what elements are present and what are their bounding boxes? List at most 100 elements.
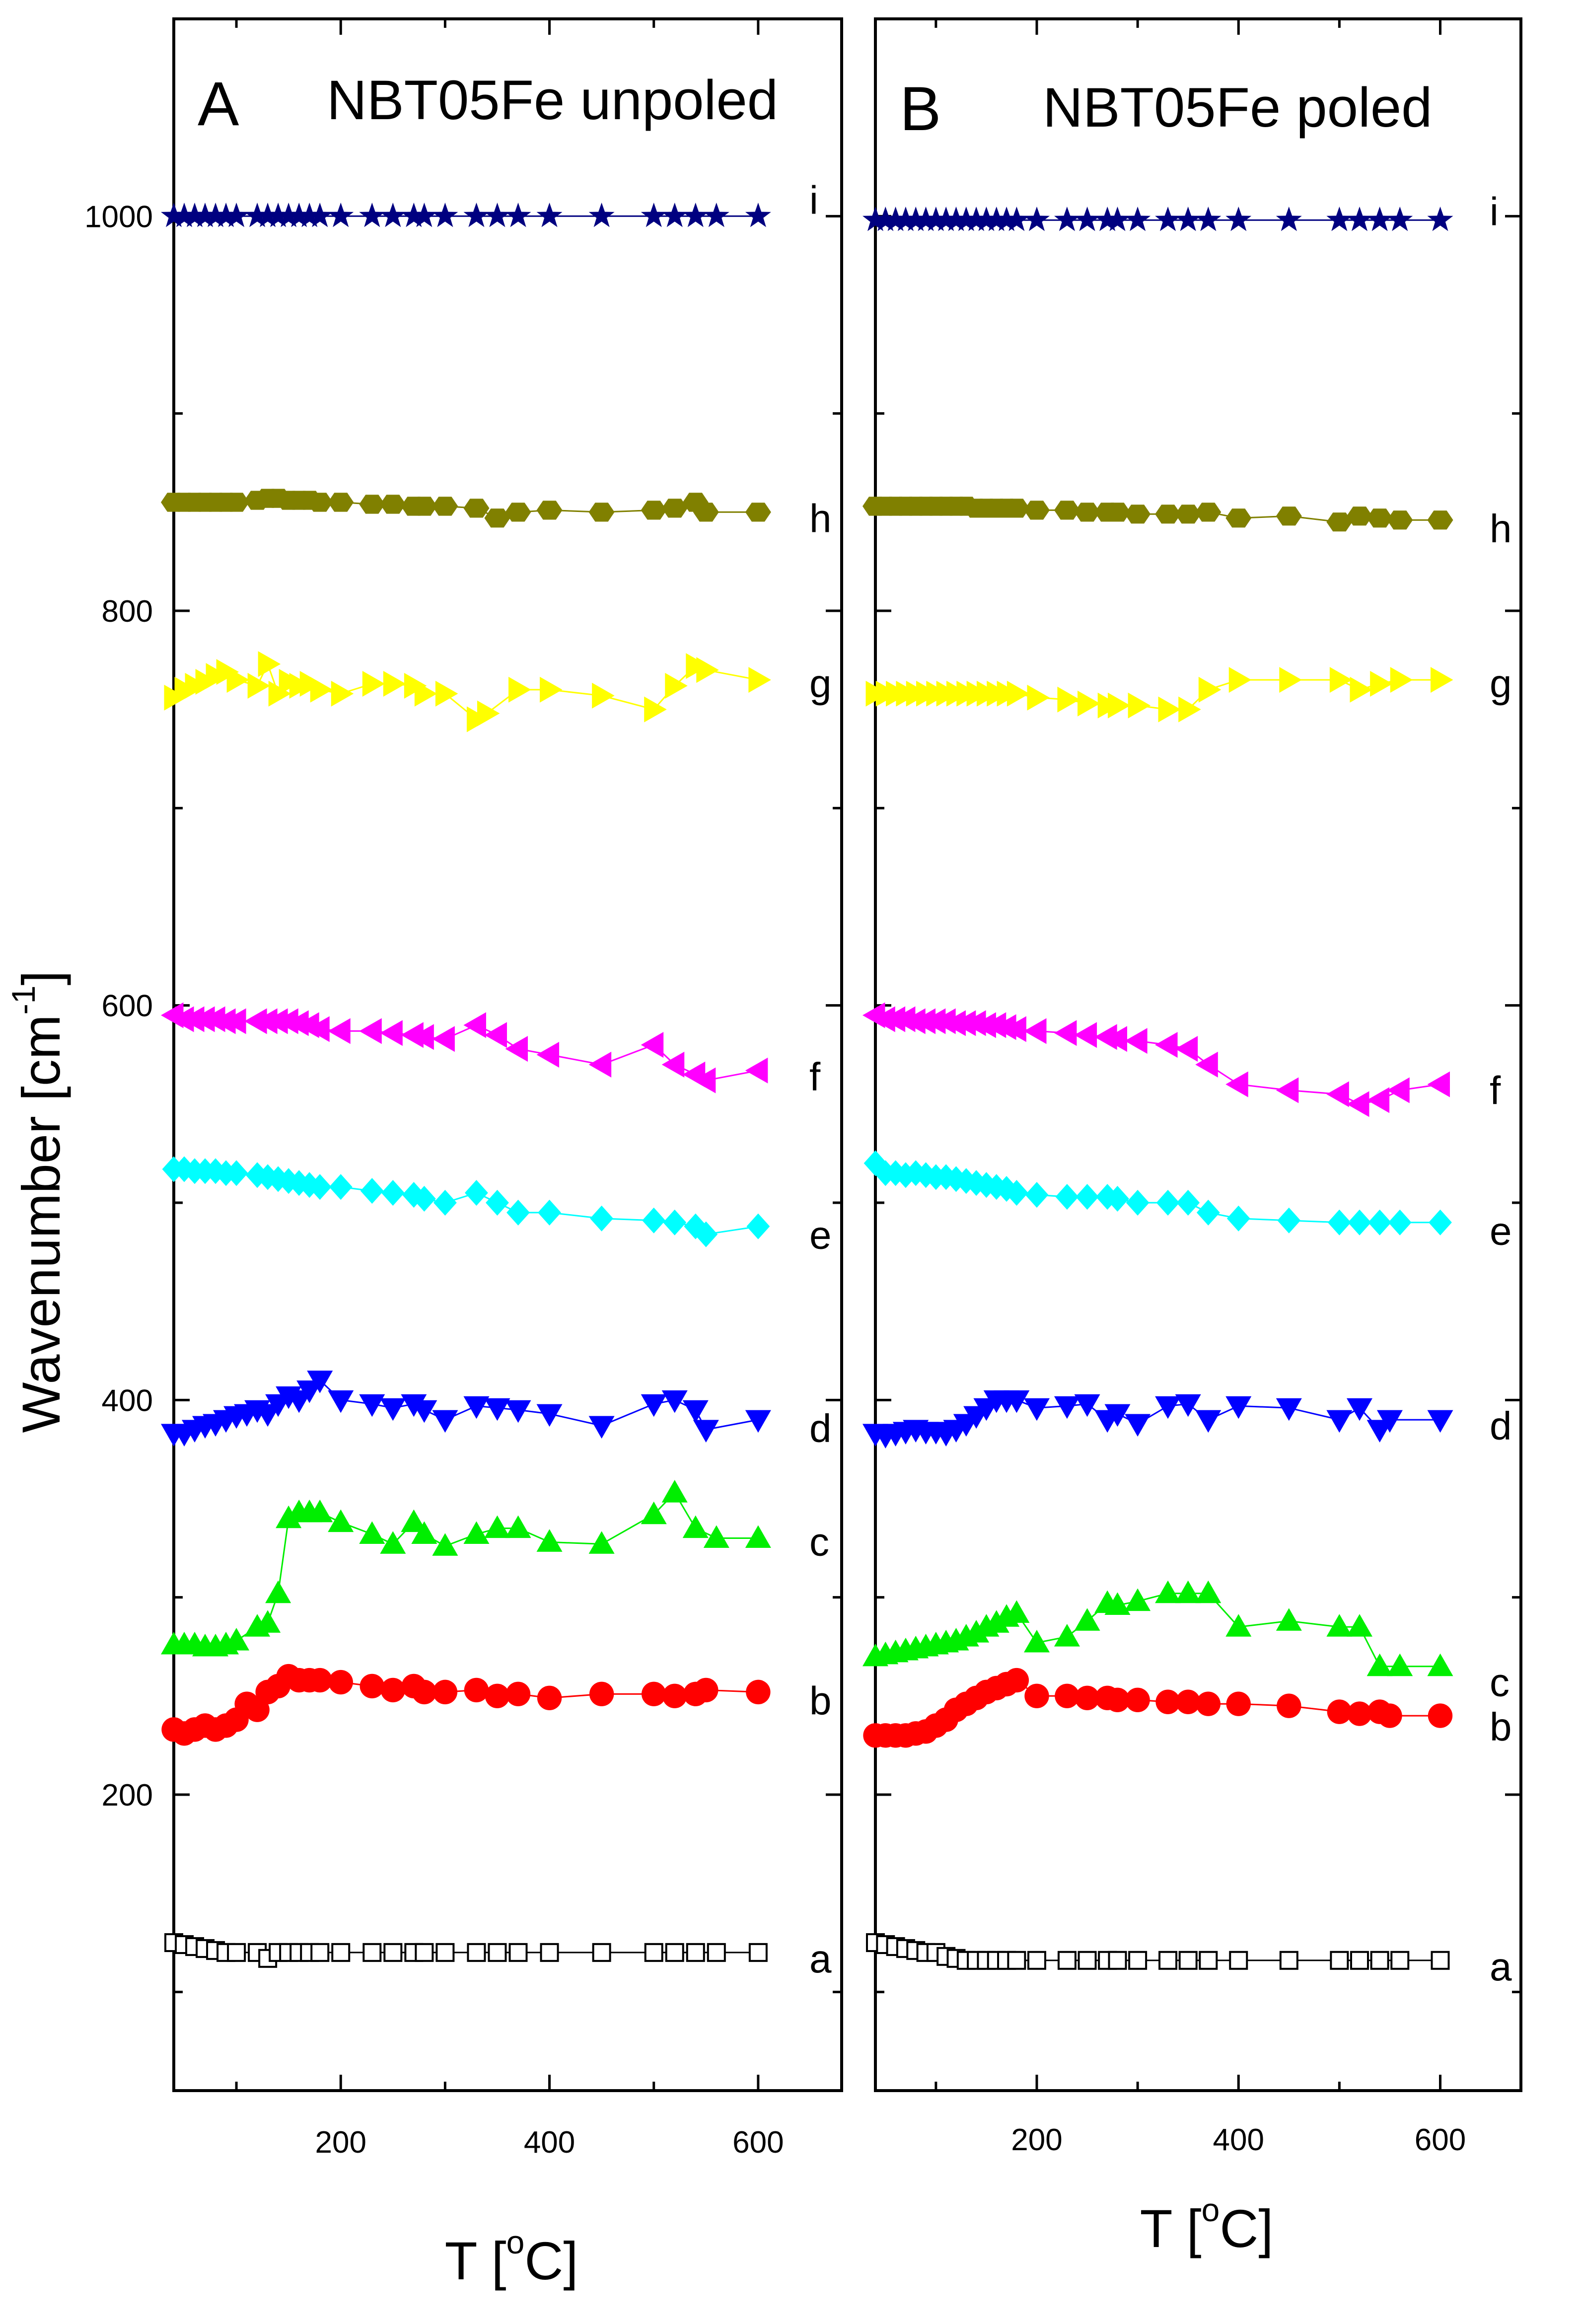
data-point-a [1390, 1951, 1410, 1970]
data-point-b [1327, 1699, 1352, 1724]
data-point-h [1347, 507, 1372, 526]
data-point-g [644, 696, 667, 723]
data-point-d [505, 1400, 531, 1423]
data-point-f [432, 1026, 455, 1052]
data-point-f [380, 1020, 403, 1046]
data-point-e [412, 1186, 436, 1212]
series-a: a [866, 1933, 1512, 1989]
data-point-g [414, 680, 437, 707]
data-point-c [1125, 1588, 1151, 1611]
data-point-i [1104, 207, 1131, 231]
data-point-c [1104, 1592, 1131, 1615]
series-label-g: g [1490, 661, 1512, 706]
data-point-a [1078, 1951, 1097, 1970]
data-point-i [682, 203, 709, 227]
series-f: f [161, 1002, 821, 1099]
data-point-i [913, 207, 939, 231]
data-point-i [661, 203, 688, 227]
data-point-b [1377, 1703, 1402, 1728]
data-point-h [411, 497, 437, 516]
series-g: g [164, 651, 832, 732]
data-point-i [1175, 207, 1201, 231]
data-point-f [307, 1016, 330, 1042]
data-point-f [1004, 1016, 1026, 1042]
data-point-e [538, 1199, 561, 1226]
data-point-a [362, 1943, 382, 1962]
data-point-i [893, 207, 919, 231]
data-point-i [1366, 207, 1393, 231]
data-point-h [359, 495, 385, 514]
data-point-f [1054, 1020, 1077, 1046]
data-point-b [1105, 1687, 1130, 1712]
data-point-g [1228, 667, 1252, 693]
data-point-d [1074, 1394, 1100, 1417]
data-point-e [308, 1174, 332, 1200]
series-label-d: d [1490, 1404, 1512, 1448]
data-point-i [432, 203, 458, 227]
data-point-g [665, 672, 688, 699]
data-point-c [380, 1531, 406, 1554]
series-label-c: c [809, 1520, 829, 1564]
data-point-b [1055, 1683, 1079, 1709]
panel-a: A NBT05Fe unpoled 200 400 600 200 400 600 800 1… [84, 17, 843, 2160]
data-point-e [1025, 1182, 1049, 1208]
data-point-c [1427, 1653, 1453, 1676]
data-point-h [1155, 505, 1181, 524]
data-point-h [328, 493, 354, 512]
series-b: b [863, 1668, 1512, 1749]
data-point-c [588, 1531, 615, 1554]
series-i: i [161, 178, 818, 227]
data-point-a [540, 1943, 559, 1962]
series-label-i: i [1490, 189, 1499, 233]
data-point-b [642, 1681, 666, 1707]
data-point-h [380, 495, 406, 514]
series-d: d [161, 1371, 832, 1451]
data-point-i [862, 207, 888, 231]
data-point-d [745, 1410, 771, 1433]
data-point-i [307, 203, 333, 227]
data-point-a [383, 1943, 403, 1962]
data-point-c [1175, 1580, 1201, 1603]
data-point-a [1370, 1951, 1389, 1970]
data-point-i [1225, 207, 1252, 231]
data-point-g [247, 672, 271, 699]
data-point-e [172, 1156, 196, 1182]
data-point-d [411, 1400, 437, 1423]
data-point-e [204, 1158, 227, 1184]
data-point-i [872, 207, 899, 231]
data-point-g [696, 657, 719, 683]
data-point-h [1104, 503, 1131, 522]
data-point-a [1229, 1951, 1248, 1970]
data-point-i [484, 203, 510, 227]
data-point-h [536, 501, 563, 520]
data-point-e [465, 1180, 488, 1206]
data-point-f [1347, 1091, 1369, 1117]
data-point-b [1004, 1668, 1029, 1693]
data-point-e [1277, 1207, 1301, 1234]
data-point-b [485, 1683, 510, 1709]
series-e: e [863, 1150, 1512, 1253]
data-point-b [1196, 1691, 1221, 1716]
data-point-a [310, 1943, 330, 1962]
data-point-i [244, 203, 271, 227]
data-point-f [359, 1018, 382, 1044]
data-point-h [1175, 505, 1201, 524]
data-point-a [748, 1943, 768, 1962]
data-point-a [644, 1943, 663, 1962]
data-point-e [1055, 1184, 1079, 1210]
data-point-c [307, 1499, 333, 1523]
data-point-c [1366, 1653, 1393, 1676]
series-label-b: b [1490, 1705, 1512, 1749]
data-point-b [537, 1685, 562, 1711]
series-e: e [162, 1156, 832, 1257]
data-point-a [1178, 1951, 1198, 1970]
data-point-i [411, 203, 437, 227]
data-point-e [224, 1160, 248, 1186]
data-point-f [1094, 1024, 1117, 1050]
data-point-c [1024, 1630, 1050, 1653]
y-tick-label: 600 [102, 989, 153, 1023]
data-point-i [1074, 207, 1100, 231]
series-label-h: h [1490, 507, 1512, 551]
series-h: h [161, 489, 832, 540]
data-point-i [192, 203, 218, 227]
